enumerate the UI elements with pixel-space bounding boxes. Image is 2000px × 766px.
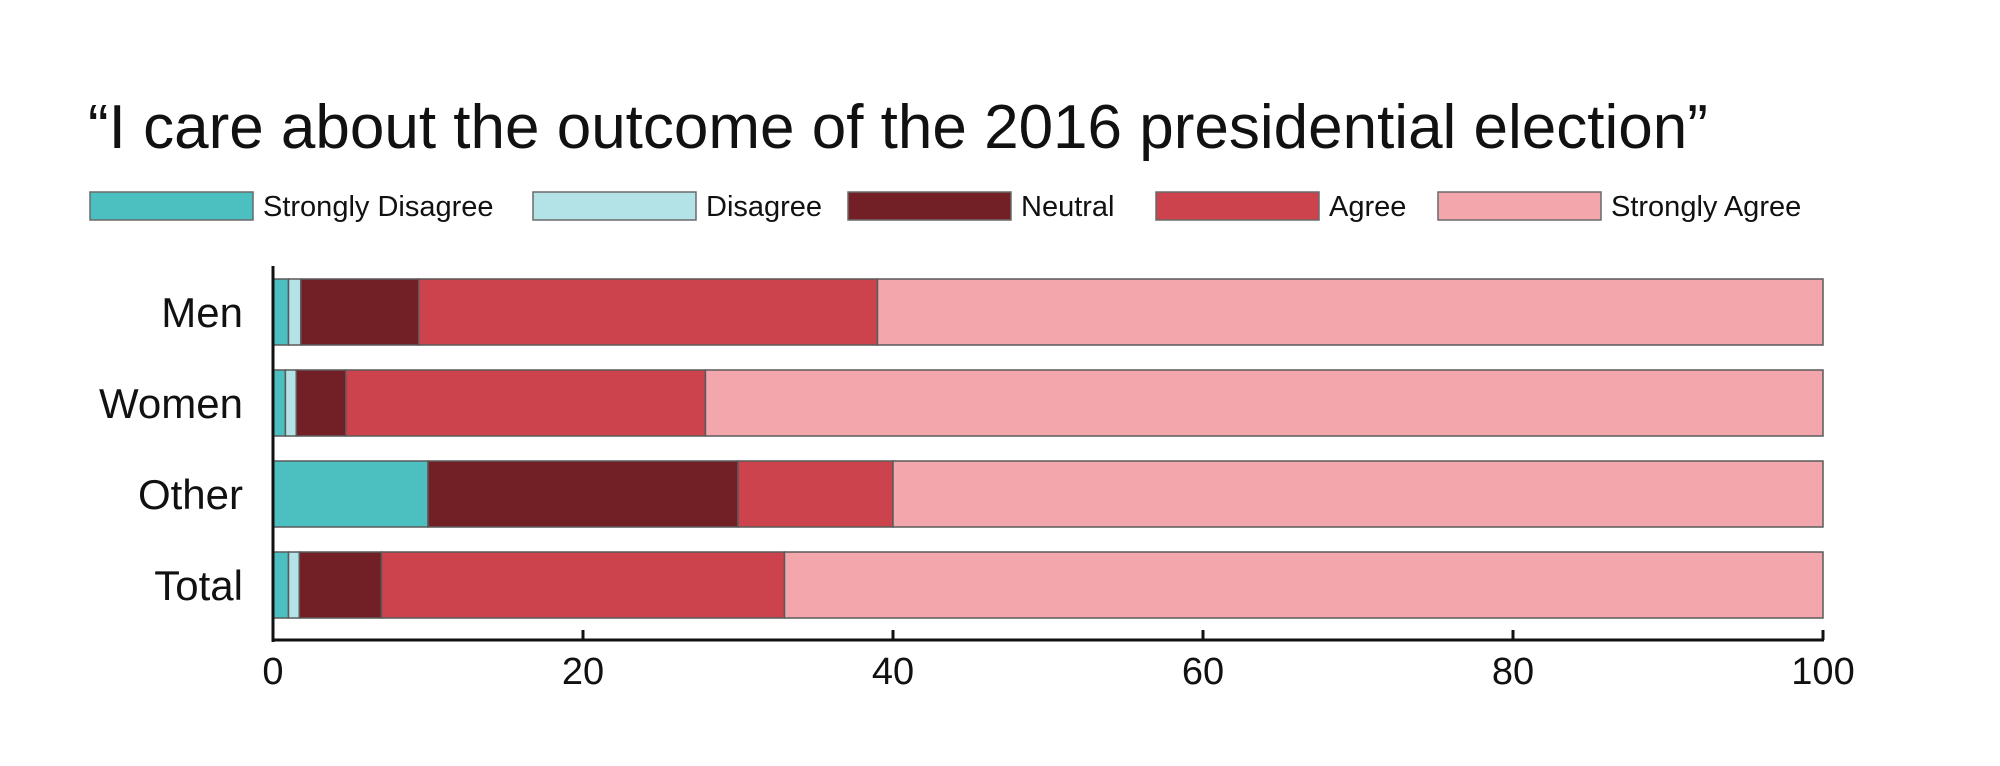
category-label-women: Women [99, 380, 243, 427]
bar-segment-total-strongly-agree [783, 551, 1824, 619]
bar-segment-men-agree [417, 278, 879, 346]
bar-segment-other-neutral [427, 460, 739, 528]
bar-segment-women-strongly-disagree [272, 369, 287, 437]
legend-item-disagree: Disagree [532, 191, 822, 223]
x-tick-label-20: 20 [562, 651, 604, 693]
x-tick-label-60: 60 [1182, 651, 1224, 693]
legend-swatch-strongly-disagree [89, 191, 254, 221]
legend-swatch-agree [1155, 191, 1320, 221]
bar-segment-total-neutral [298, 551, 383, 619]
bar-segment-women-disagree [284, 369, 297, 437]
bar-segment-women-strongly-agree [704, 369, 1824, 437]
legend-swatch-strongly-agree [1437, 191, 1602, 221]
chart-title: “I care about the outcome of the 2016 pr… [88, 93, 1708, 162]
legend-label-disagree: Disagree [706, 191, 822, 223]
x-tick-label-0: 0 [262, 651, 283, 693]
legend-item-agree: Agree [1155, 191, 1406, 223]
bar-row-total [272, 551, 1824, 619]
legend-label-neutral: Neutral [1021, 191, 1115, 223]
bar-segment-men-disagree [287, 278, 302, 346]
bar-segment-women-neutral [295, 369, 347, 437]
category-label-total: Total [154, 562, 243, 609]
bar-segment-total-agree [380, 551, 786, 619]
bar-segment-men-strongly-disagree [272, 278, 290, 346]
bar-segment-other-strongly-agree [892, 460, 1824, 528]
legend-item-neutral: Neutral [847, 191, 1115, 223]
bar-segment-other-agree [737, 460, 894, 528]
bar-segment-total-disagree [287, 551, 301, 619]
y-axis: Men Women Other Total [99, 266, 275, 642]
bars [272, 278, 1824, 619]
legend-item-strongly-disagree: Strongly Disagree [89, 191, 494, 223]
bar-segment-women-agree [345, 369, 707, 437]
x-tick-label-40: 40 [872, 651, 914, 693]
legend: Strongly Disagree Disagree Neutral Agree Str… [89, 191, 1801, 223]
bar-segment-men-neutral [300, 278, 420, 346]
category-label-men: Men [161, 289, 243, 336]
bar-segment-total-strongly-disagree [272, 551, 290, 619]
x-axis: 0 20 40 60 80 100 [262, 630, 1855, 693]
legend-item-strongly-agree: Strongly Agree [1437, 191, 1801, 223]
legend-swatch-neutral [847, 191, 1012, 221]
x-tick-label-80: 80 [1492, 651, 1534, 693]
bar-row-other [272, 460, 1824, 528]
x-tick-label-100: 100 [1791, 651, 1854, 693]
legend-label-strongly-agree: Strongly Agree [1611, 191, 1801, 223]
legend-label-agree: Agree [1329, 191, 1406, 223]
legend-label-strongly-disagree: Strongly Disagree [263, 191, 494, 223]
legend-swatch-disagree [532, 191, 697, 221]
bar-row-women [272, 369, 1824, 437]
bar-segment-other-strongly-disagree [272, 460, 429, 528]
bar-row-men [272, 278, 1824, 346]
bar-segment-men-strongly-agree [876, 278, 1824, 346]
category-label-other: Other [138, 471, 243, 518]
